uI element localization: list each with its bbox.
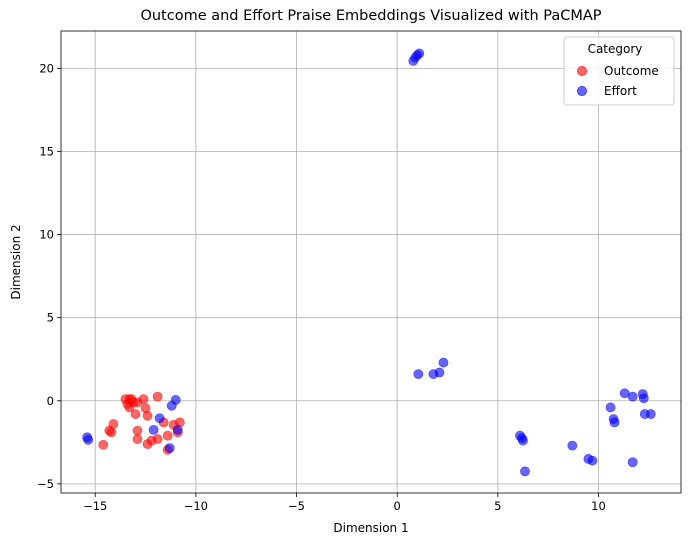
y-tick-label: 5 <box>47 311 54 325</box>
x-tick-label: −15 <box>83 499 107 513</box>
grid-lines <box>61 31 681 493</box>
x-tick-label: 10 <box>591 499 606 513</box>
point-effort <box>164 443 175 454</box>
point-outcome <box>138 394 149 405</box>
y-tick-label: 0 <box>47 394 54 408</box>
point-effort <box>627 391 638 402</box>
y-tick-label: 10 <box>39 228 54 242</box>
point-outcome <box>108 419 119 429</box>
legend-marker-outcome <box>576 65 588 77</box>
point-effort <box>520 466 530 477</box>
point-effort <box>627 457 638 468</box>
legend-marker-effort <box>576 85 588 97</box>
point-outcome <box>130 409 141 419</box>
legend: Category Outcome Effort <box>563 36 675 106</box>
plot-area <box>61 31 681 493</box>
axis-ticks: −15 −10 −5 0 5 10 −5 0 5 10 15 20 <box>37 61 606 513</box>
point-effort <box>434 367 445 378</box>
legend-label-effort: Effort <box>604 84 637 98</box>
chart-title: Outcome and Effort Praise Embeddings Vis… <box>140 8 601 24</box>
point-effort <box>587 455 598 466</box>
y-tick-label: 20 <box>39 61 54 75</box>
point-outcome <box>106 427 117 438</box>
point-effort <box>645 409 656 419</box>
point-effort <box>438 357 449 368</box>
x-tick-label: 5 <box>494 499 501 513</box>
point-effort <box>567 440 578 451</box>
x-tick-label: 0 <box>394 499 401 513</box>
legend-title: Category <box>588 42 643 56</box>
point-effort <box>414 48 425 59</box>
y-tick-label: 15 <box>39 144 54 158</box>
y-axis-label: Dimension 2 <box>9 224 23 299</box>
point-effort <box>609 417 620 428</box>
plot-frame <box>60 30 682 494</box>
point-outcome <box>152 434 163 444</box>
data-points <box>82 48 656 477</box>
point-effort <box>638 393 649 404</box>
point-effort <box>605 402 616 413</box>
point-effort <box>172 424 183 435</box>
point-outcome <box>132 434 143 444</box>
x-axis-label: Dimension 1 <box>333 521 408 535</box>
point-effort <box>83 434 94 445</box>
point-effort <box>170 395 181 405</box>
point-effort <box>413 369 424 380</box>
y-tick-label: −5 <box>37 477 54 491</box>
x-tick-label: −10 <box>184 499 208 513</box>
legend-box <box>563 36 675 106</box>
point-outcome <box>142 410 153 421</box>
legend-label-outcome: Outcome <box>604 64 659 78</box>
point-outcome <box>162 430 173 441</box>
point-outcome <box>152 391 163 402</box>
point-effort <box>154 413 165 424</box>
point-effort <box>148 424 159 435</box>
point-outcome <box>132 425 143 436</box>
point-effort <box>518 435 528 446</box>
x-tick-label: −5 <box>288 499 305 513</box>
point-outcome <box>98 439 109 450</box>
